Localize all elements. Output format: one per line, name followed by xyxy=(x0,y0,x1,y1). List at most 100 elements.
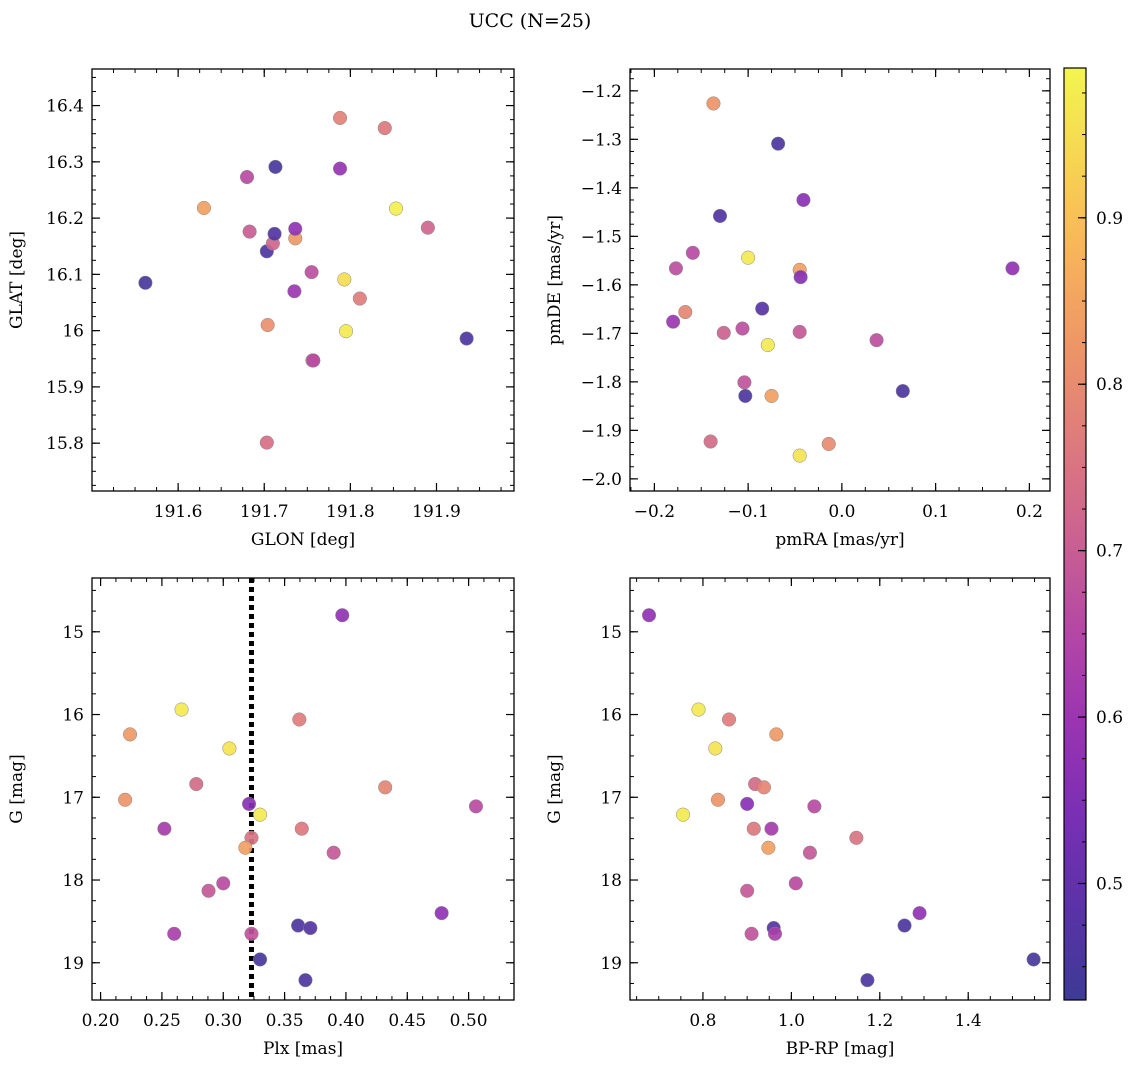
y-tick-label: 18 xyxy=(600,871,622,891)
y-tick-label: −1.6 xyxy=(581,276,622,296)
data-point xyxy=(118,792,133,807)
y-tick-label: 19 xyxy=(62,954,84,974)
y-tick-label: 16.1 xyxy=(46,265,84,285)
data-point xyxy=(1005,261,1020,276)
data-point xyxy=(294,821,309,836)
data-point xyxy=(335,608,350,623)
data-point xyxy=(292,712,307,727)
y-tick-label: 19 xyxy=(600,954,622,974)
data-point xyxy=(668,261,683,276)
data-point xyxy=(303,920,318,936)
y-tick-label: −1.3 xyxy=(581,130,622,150)
y-tick-label: 16.3 xyxy=(46,153,84,173)
data-point xyxy=(756,780,772,795)
colorbar-gradient xyxy=(1063,67,1087,1001)
data-point xyxy=(912,906,927,921)
panel-bprp-g: 0.8 1.0 1.2 1.4 15 16 17 18 19 BP-RP [mag] G [mag] xyxy=(545,577,1051,1059)
y-tick-label: −1.7 xyxy=(581,324,622,344)
data-point xyxy=(737,375,752,390)
data-point xyxy=(167,926,182,941)
y-tick-label: 15.9 xyxy=(46,378,84,398)
x-tick-label: −0.1 xyxy=(727,502,768,522)
y-tick-label: −1.5 xyxy=(581,227,622,247)
y-tick-label: 16.2 xyxy=(46,209,84,229)
y-tick-label: 16.4 xyxy=(46,97,84,117)
y-tick-label: 15 xyxy=(62,623,84,643)
data-point xyxy=(377,121,392,136)
y-tick-label: −1.4 xyxy=(581,179,622,199)
data-point xyxy=(388,201,404,216)
x-axis-label: pmRA [mas/yr] xyxy=(775,530,904,550)
data-point xyxy=(735,321,750,336)
y-tick-label: 16 xyxy=(62,706,84,726)
data-point xyxy=(238,840,253,855)
y-axis-label: G [mag] xyxy=(545,754,565,823)
y-tick-label: 17 xyxy=(600,788,622,808)
data-point xyxy=(253,952,268,967)
x-tick-label: 191.6 xyxy=(154,502,203,522)
colorbar-tick-label: 0.5 xyxy=(1096,875,1123,895)
data-point xyxy=(706,96,721,111)
y-tick-label: −2.0 xyxy=(581,470,622,490)
data-point xyxy=(288,221,303,236)
y-tick-label: −1.9 xyxy=(581,421,622,441)
x-tick-label: 0.1 xyxy=(922,502,949,522)
y-tick-label: −1.8 xyxy=(581,373,622,393)
data-point xyxy=(767,926,783,941)
figure-title: UCC (N=25) xyxy=(469,10,592,32)
y-tick-label: 16 xyxy=(62,322,84,342)
data-point xyxy=(326,845,341,860)
panel-plx-g: 0.20 0.25 0.30 0.35 0.40 0.45 0.50 15 16 17 18 19 Pl… xyxy=(7,577,515,1059)
data-point xyxy=(468,799,484,814)
data-point xyxy=(268,159,283,174)
data-point xyxy=(761,840,776,855)
data-point xyxy=(792,448,807,463)
data-point xyxy=(802,845,817,860)
data-point xyxy=(641,608,657,623)
data-point xyxy=(740,796,755,811)
data-point xyxy=(691,702,706,717)
data-point xyxy=(755,301,770,316)
data-point xyxy=(260,317,275,333)
data-point xyxy=(306,353,321,368)
x-tick-label: 191.8 xyxy=(326,502,375,522)
data-point xyxy=(895,384,910,399)
data-point xyxy=(339,324,354,339)
data-point xyxy=(741,250,756,265)
colorbar-tick-label: 0.8 xyxy=(1096,375,1123,395)
x-axis-label: BP-RP [mag] xyxy=(786,1039,895,1059)
data-point xyxy=(222,741,237,756)
x-tick-label: 0.2 xyxy=(1016,502,1043,522)
data-point xyxy=(764,821,779,836)
data-point xyxy=(807,799,822,814)
data-point xyxy=(459,331,474,346)
data-point xyxy=(740,883,755,898)
x-axis-label: GLON [deg] xyxy=(251,530,355,550)
data-point xyxy=(796,192,811,208)
data-point xyxy=(378,780,393,795)
x-tick-label: 1.2 xyxy=(866,1011,893,1031)
data-point xyxy=(746,821,761,836)
data-point xyxy=(138,275,153,290)
data-point xyxy=(216,876,231,891)
plot-frame xyxy=(629,577,1051,1001)
data-point xyxy=(244,926,259,941)
data-point xyxy=(122,727,138,742)
x-tick-label: 0.40 xyxy=(327,1011,365,1031)
colorbar: 0.5 0.6 0.7 0.8 0.9 xyxy=(1063,67,1123,1001)
y-axis-label: G [mag] xyxy=(7,754,27,823)
x-tick-label: 1.0 xyxy=(778,1011,805,1031)
x-tick-label: 0.35 xyxy=(266,1011,304,1031)
data-point xyxy=(708,741,723,756)
data-point xyxy=(788,876,803,891)
data-point xyxy=(298,973,313,988)
y-tick-label: 15.8 xyxy=(46,434,84,454)
x-tick-label: 191.7 xyxy=(240,502,289,522)
data-point xyxy=(337,272,352,287)
y-axis-label: pmDE [mas/yr] xyxy=(545,215,565,345)
colorbar-tick-label: 0.6 xyxy=(1096,708,1123,728)
plot-frame xyxy=(91,577,515,1001)
data-point xyxy=(241,796,257,811)
data-point xyxy=(792,324,807,339)
data-point xyxy=(332,161,348,176)
